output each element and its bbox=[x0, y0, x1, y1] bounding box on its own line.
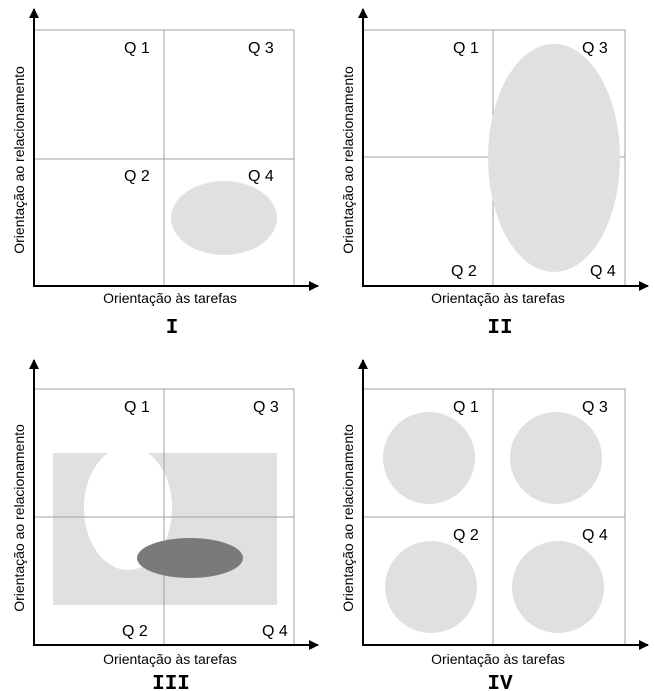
x-axis-label: Orientação às tarefas bbox=[431, 651, 565, 667]
quadrant-label-q2: Q 2 bbox=[124, 168, 150, 185]
x-axis-label: Orientação às tarefas bbox=[431, 290, 565, 306]
quadrant-label-q1: Q 1 bbox=[453, 399, 479, 416]
quadrant-label-q2: Q 2 bbox=[122, 623, 148, 640]
x-axis-label: Orientação às tarefas bbox=[103, 651, 237, 667]
quadrant-label-q4: Q 4 bbox=[248, 168, 274, 185]
q1-q2-white-ellipse-shape bbox=[84, 446, 172, 570]
diagram-3: Q 1 Q 3 Q 2 Q 4 Orientação às tarefas Or… bbox=[11, 359, 319, 691]
diagram-numeral: II bbox=[487, 317, 512, 340]
q2-circle-shape bbox=[385, 541, 477, 633]
quadrant-label-q2: Q 2 bbox=[453, 527, 479, 544]
q3-circle-shape bbox=[510, 412, 602, 504]
quadrant-label-q4: Q 4 bbox=[590, 263, 616, 280]
diagram-numeral: III bbox=[152, 673, 190, 691]
diagram-4: Q 1 Q 3 Q 2 Q 4 Orientação às tarefas Or… bbox=[340, 359, 649, 691]
quadrant-label-q1: Q 1 bbox=[124, 40, 150, 57]
dark-ellipse-shape bbox=[137, 538, 243, 578]
quadrant-label-q4: Q 4 bbox=[582, 527, 608, 544]
y-axis-label: Orientação ao relacionamento bbox=[11, 66, 27, 254]
quadrant-label-q3: Q 3 bbox=[253, 399, 279, 416]
x-axis-label: Orientação às tarefas bbox=[103, 290, 237, 306]
q4-ellipse-shape bbox=[171, 181, 277, 255]
y-axis-label: Orientação ao relacionamento bbox=[340, 424, 356, 612]
y-axis-label: Orientação ao relacionamento bbox=[11, 424, 27, 612]
y-axis-label: Orientação ao relacionamento bbox=[340, 66, 356, 254]
diagram-numeral: I bbox=[166, 317, 179, 340]
quadrant-label-q3: Q 3 bbox=[582, 399, 608, 416]
diagram-1: Q 1 Q 3 Q 2 Q 4 Orientação às tarefas Or… bbox=[11, 8, 319, 340]
diagram-2: Q 1 Q 3 Q 2 Q 4 Orientação às tarefas Or… bbox=[340, 8, 649, 340]
q3-q4-tall-ellipse-shape bbox=[488, 44, 620, 272]
quadrant-label-q1: Q 1 bbox=[453, 40, 479, 57]
quadrant-label-q3: Q 3 bbox=[248, 40, 274, 57]
quadrant-label-q4: Q 4 bbox=[262, 623, 288, 640]
quadrant-label-q1: Q 1 bbox=[124, 399, 150, 416]
quadrant-label-q3: Q 3 bbox=[582, 40, 608, 57]
q4-circle-shape bbox=[512, 541, 604, 633]
diagram-numeral: IV bbox=[487, 673, 513, 691]
q1-circle-shape bbox=[383, 412, 475, 504]
quadrant-label-q2: Q 2 bbox=[451, 263, 477, 280]
